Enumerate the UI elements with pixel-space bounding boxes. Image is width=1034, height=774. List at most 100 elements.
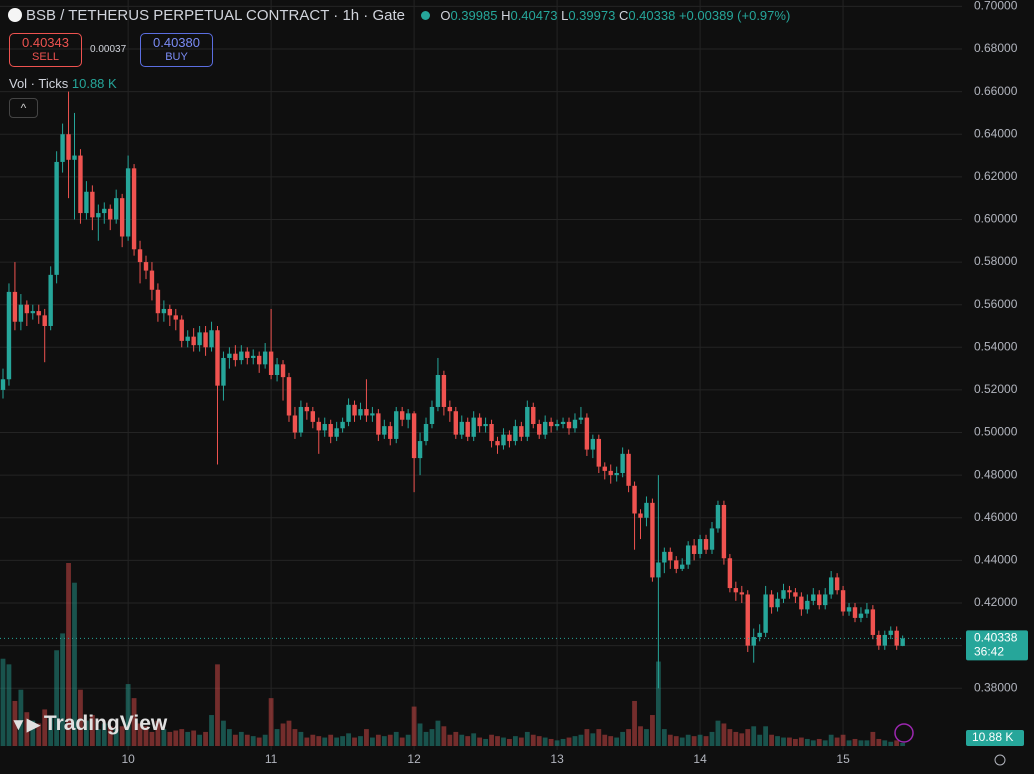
ohlc-label: C — [618, 8, 629, 23]
candle-body — [650, 502, 655, 578]
y-tick-label: 0.52000 — [974, 382, 1018, 396]
candle-body — [155, 289, 161, 314]
candle-body — [84, 191, 89, 214]
volume-bar — [316, 736, 322, 746]
candle-body — [840, 590, 846, 612]
candle-body — [471, 417, 476, 437]
candle-body — [483, 424, 488, 427]
candle-body — [340, 421, 345, 429]
candle-body — [274, 364, 280, 375]
y-tick-label: 0.60000 — [974, 212, 1018, 226]
candle-body — [304, 406, 310, 412]
volume-bar — [185, 731, 191, 746]
candle-body — [787, 590, 792, 593]
volume-bar — [280, 723, 286, 746]
y-tick-label: 0.38000 — [974, 680, 1018, 694]
y-tick-label: 0.54000 — [974, 339, 1018, 353]
ohlc-label: L — [561, 8, 569, 23]
volume-bar — [638, 726, 643, 746]
candle-body — [721, 504, 727, 559]
volume-bar — [66, 563, 71, 746]
candle-body — [674, 560, 679, 569]
volume-bar — [655, 661, 661, 746]
candle-body — [24, 304, 30, 314]
candle-body — [298, 406, 304, 433]
candle-body — [751, 637, 756, 646]
volume-bar — [846, 740, 852, 746]
volume-bar — [554, 740, 560, 746]
candle-body — [137, 249, 143, 263]
volume-bar — [238, 731, 244, 746]
candle-body — [6, 291, 12, 380]
volume-bar — [387, 734, 393, 746]
volume-bar — [495, 736, 500, 746]
volume-bar — [787, 737, 792, 746]
volume-bar — [268, 698, 274, 746]
volume-bar — [882, 740, 888, 746]
candle-body — [215, 330, 220, 386]
candle-body — [709, 528, 715, 550]
volume-bar — [858, 740, 864, 746]
spread: 0.00037 — [90, 44, 127, 55]
volume-bar — [423, 731, 429, 746]
candle-body — [864, 609, 870, 614]
volume-bar — [810, 740, 816, 746]
buy-price: 0.40380 — [153, 35, 200, 50]
candle-body — [382, 426, 387, 435]
countdown: 36:42 — [974, 645, 1004, 659]
candle-body — [411, 413, 417, 459]
volume-bar — [822, 740, 828, 746]
candle-body — [489, 424, 494, 442]
coin-icon — [8, 8, 22, 22]
candle-body — [596, 438, 601, 467]
volume-bar — [614, 737, 620, 746]
volume-bar — [721, 723, 727, 746]
volume-bar — [596, 729, 602, 746]
volume-bar — [894, 740, 900, 746]
candle-body — [685, 545, 691, 565]
volume-bar — [507, 738, 512, 746]
volume-bar — [48, 717, 54, 746]
sell-price: 0.40343 — [22, 35, 69, 50]
last-price-label: 0.40338 — [974, 631, 1018, 645]
volume-bar — [0, 658, 6, 746]
candle-body — [78, 155, 83, 214]
candle-body — [632, 485, 637, 514]
volume-bar — [775, 736, 780, 746]
volume-bar — [888, 741, 894, 746]
volume-bar — [685, 734, 691, 746]
volume-bar — [328, 734, 334, 746]
collapse-button[interactable]: ^ — [9, 98, 38, 118]
buy-button[interactable]: 0.40380 BUY — [140, 33, 213, 67]
volume-bar — [691, 736, 697, 746]
candle-body — [352, 404, 357, 416]
volume-badge-label: 10.88 K — [972, 730, 1013, 744]
candle-body — [733, 588, 739, 593]
candle-body — [310, 411, 316, 422]
y-tick-label: 0.46000 — [974, 510, 1018, 524]
candle-body — [441, 375, 447, 407]
volume-bar — [620, 731, 626, 746]
volume-bar — [798, 737, 804, 746]
volume-bar — [417, 723, 423, 746]
candle-body — [388, 426, 393, 439]
volume-bar — [89, 715, 95, 746]
candle-body — [548, 421, 554, 427]
volume-bar — [36, 723, 42, 746]
candle-body — [477, 417, 482, 427]
candle-body — [30, 311, 35, 314]
candle-body — [417, 441, 423, 459]
candle-body — [66, 134, 71, 160]
candle-body — [668, 551, 673, 561]
candle-body — [888, 630, 893, 635]
last-price-badge — [966, 630, 1028, 661]
candle-body — [691, 545, 697, 554]
volume-bar — [42, 709, 48, 746]
candle-body — [221, 357, 226, 386]
volume-bar — [828, 734, 834, 746]
candle-body — [399, 411, 405, 420]
candle-body — [18, 304, 24, 322]
sell-button[interactable]: 0.40343 SELL — [9, 33, 82, 67]
candle-body — [203, 332, 208, 348]
candle-body — [346, 404, 351, 422]
